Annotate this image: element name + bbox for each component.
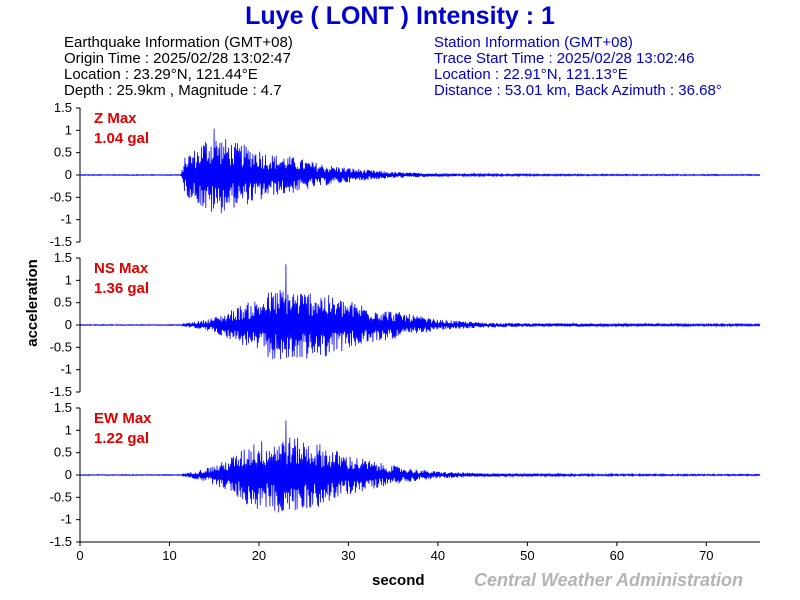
station-info-heading: Station Information (GMT+08) — [434, 34, 633, 51]
max-label: Z Max — [94, 110, 137, 127]
y-tick-label: 0.5 — [54, 295, 72, 310]
x-tick-label: 0 — [76, 548, 83, 563]
x-tick-label: 20 — [252, 548, 266, 563]
max-value: 1.36 gal — [94, 280, 149, 297]
y-tick-label: 0.5 — [54, 445, 72, 460]
x-axis-label: second — [372, 572, 425, 589]
station-location: Location : 22.91°N, 121.13°E — [434, 66, 628, 83]
y-tick-label: 0 — [65, 467, 72, 482]
waveform-trace — [79, 128, 761, 214]
max-label: EW Max — [94, 410, 152, 427]
y-tick-label: 1.5 — [54, 250, 72, 265]
origin-time: Origin Time : 2025/02/28 13:02:47 — [64, 50, 291, 67]
y-tick-label: -1.5 — [50, 384, 72, 399]
x-tick-label: 30 — [341, 548, 355, 563]
y-tick-label: -1 — [60, 212, 72, 227]
x-tick-label: 40 — [431, 548, 445, 563]
y-tick-label: -1.5 — [50, 534, 72, 549]
earthquake-info-heading: Earthquake Information (GMT+08) — [64, 34, 293, 51]
y-tick-label: 0 — [65, 317, 72, 332]
y-tick-label: -0.5 — [50, 489, 72, 504]
x-tick-label: 50 — [520, 548, 534, 563]
y-tick-label: -1 — [60, 362, 72, 377]
distance-azimuth: Distance : 53.01 km, Back Azimuth : 36.6… — [434, 82, 722, 99]
y-tick-label: 1 — [65, 422, 72, 437]
y-tick-label: -0.5 — [50, 189, 72, 204]
max-value: 1.22 gal — [94, 430, 149, 447]
x-tick-label: 60 — [610, 548, 624, 563]
y-tick-label: 0 — [65, 167, 72, 182]
waveform-trace — [79, 264, 761, 360]
waveform-trace — [79, 420, 761, 513]
trace-start-time: Trace Start Time : 2025/02/28 13:02:46 — [434, 50, 695, 67]
y-tick-label: -0.5 — [50, 339, 72, 354]
y-axis-label: acceleration — [24, 259, 41, 347]
y-tick-label: 1 — [65, 122, 72, 137]
y-tick-label: -1.5 — [50, 234, 72, 249]
epicenter-location: Location : 23.29°N, 121.44°E — [64, 66, 258, 83]
y-tick-label: -1 — [60, 512, 72, 527]
y-tick-label: 1 — [65, 272, 72, 287]
earthquake-info: Earthquake Information (GMT+08) Origin T… — [64, 35, 293, 99]
max-value: 1.04 gal — [94, 130, 149, 147]
x-tick-label: 70 — [699, 548, 713, 563]
max-label: NS Max — [94, 260, 149, 277]
chart-title: Luye ( LONT ) Intensity : 1 — [245, 2, 555, 30]
station-info: Station Information (GMT+08) Trace Start… — [434, 35, 722, 99]
x-tick-label: 10 — [162, 548, 176, 563]
y-tick-label: 0.5 — [54, 145, 72, 160]
depth-magnitude: Depth : 25.9km , Magnitude : 4.7 — [64, 82, 282, 99]
y-tick-label: 1.5 — [54, 400, 72, 415]
y-tick-label: 1.5 — [54, 100, 72, 115]
credit-watermark: Central Weather Administration — [474, 570, 744, 590]
